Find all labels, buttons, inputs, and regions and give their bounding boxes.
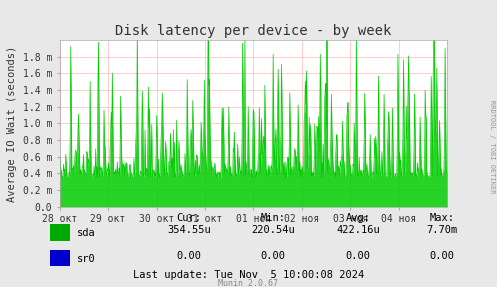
Text: sr0: sr0	[77, 254, 96, 264]
Text: 7.70m: 7.70m	[427, 225, 458, 235]
Text: Max:: Max:	[430, 213, 455, 223]
Text: 422.16u: 422.16u	[336, 225, 380, 235]
Text: 0.00: 0.00	[176, 251, 201, 261]
Text: RRDTOOL / TOBI OETIKER: RRDTOOL / TOBI OETIKER	[489, 100, 495, 194]
Y-axis label: Average IO Wait (seconds): Average IO Wait (seconds)	[7, 45, 17, 201]
Text: Munin 2.0.67: Munin 2.0.67	[219, 279, 278, 287]
Text: Avg:: Avg:	[345, 213, 370, 223]
Text: Min:: Min:	[261, 213, 286, 223]
Text: 0.00: 0.00	[430, 251, 455, 261]
Text: 0.00: 0.00	[261, 251, 286, 261]
Title: Disk latency per device - by week: Disk latency per device - by week	[115, 24, 392, 38]
Text: sda: sda	[77, 228, 96, 238]
Text: 354.55u: 354.55u	[167, 225, 211, 235]
Text: Cur:: Cur:	[176, 213, 201, 223]
Bar	[50, 224, 70, 241]
Bar	[50, 250, 70, 266]
Text: 0.00: 0.00	[345, 251, 370, 261]
Text: Last update: Tue Nov  5 10:00:08 2024: Last update: Tue Nov 5 10:00:08 2024	[133, 270, 364, 280]
Text: 220.54u: 220.54u	[251, 225, 295, 235]
